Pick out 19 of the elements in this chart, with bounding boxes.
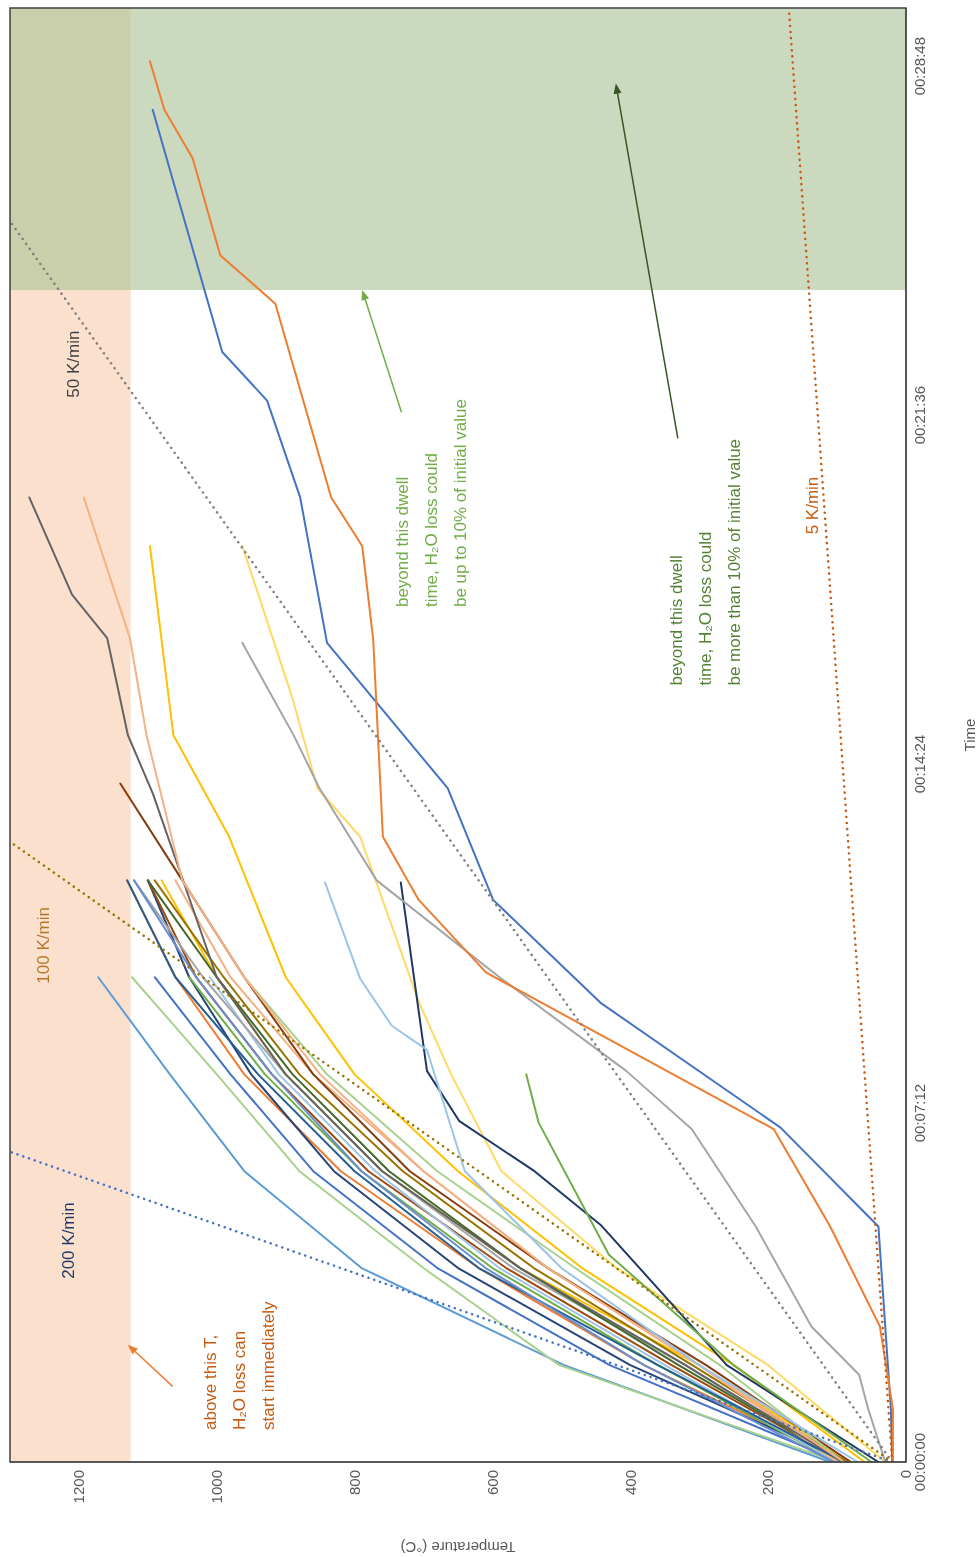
x-tick-label: 1000	[208, 1470, 226, 1504]
annotation: above this T, H₂O loss can start immediately	[201, 1301, 279, 1431]
annotation: beyond this dwell time, H₂O loss could be up to 10% of initial value	[393, 399, 471, 608]
y-tick-label: 00:28:48	[910, 36, 928, 96]
annotation: 50 K/min	[63, 330, 83, 398]
y-tick-label: 00:07:12	[910, 1083, 928, 1143]
x-tick-label: 800	[345, 1470, 363, 1496]
x-tick-label: 600	[483, 1470, 501, 1496]
y-axis-title: Time	[961, 718, 978, 752]
x-tick-label: 200	[759, 1470, 777, 1496]
x-axis-title: Temperature (°C)	[400, 1538, 516, 1556]
y-tick-label: 00:14:24	[910, 734, 928, 794]
annotation: 200 K/min	[59, 1202, 79, 1279]
annotation: 5 K/min	[802, 476, 822, 535]
x-tick-label: 1200	[70, 1470, 88, 1504]
y-tick-label: 00:21:36	[910, 385, 928, 445]
annotation: 100 K/min	[34, 907, 54, 984]
x-tick-label: 400	[621, 1470, 639, 1496]
annotation: beyond this dwell time, H₂O loss could be more than 10% of initial value	[667, 438, 745, 686]
